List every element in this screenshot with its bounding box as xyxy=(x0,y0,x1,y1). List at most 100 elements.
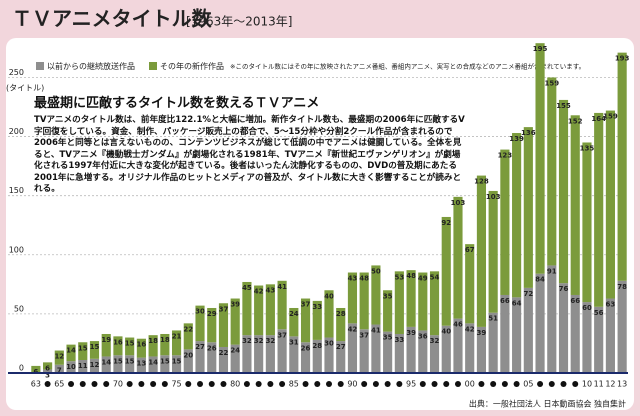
bar-segment xyxy=(558,283,569,373)
bar-segment xyxy=(312,300,322,340)
bar-segment xyxy=(488,190,498,313)
x-tick-label: 11 xyxy=(594,380,604,389)
value-label: 136 xyxy=(521,129,536,137)
bar-segment xyxy=(547,265,557,373)
x-tick-dot xyxy=(431,381,438,387)
value-label: 27 xyxy=(336,343,346,351)
bar-segment xyxy=(66,344,76,362)
bar-segment xyxy=(359,272,369,330)
bar-segment xyxy=(78,359,88,373)
bar-segment xyxy=(500,294,510,373)
bar-segment xyxy=(371,324,381,373)
value-label: 155 xyxy=(556,102,571,110)
bar-segment xyxy=(547,77,557,266)
value-label: 39 xyxy=(477,329,487,337)
bar-segment xyxy=(218,346,229,373)
value-label: 33 xyxy=(394,336,404,344)
value-label: 3 xyxy=(45,371,50,379)
legend-swatch xyxy=(36,62,44,70)
value-label: 14 xyxy=(148,358,158,366)
bar-segment xyxy=(582,302,592,373)
bar-segment xyxy=(195,305,205,342)
value-label: 30 xyxy=(324,340,334,348)
bar-segment xyxy=(125,355,135,373)
value-label: 195 xyxy=(533,45,548,53)
value-label: 10 xyxy=(66,363,76,371)
x-tick-dot xyxy=(68,381,75,387)
value-label: 40 xyxy=(324,292,334,300)
x-tick-label: 85 xyxy=(289,380,299,389)
bar-segment xyxy=(582,142,592,303)
bar-segment xyxy=(113,336,123,356)
value-label: 32 xyxy=(430,337,440,345)
x-tick-dot xyxy=(208,381,215,387)
bar-segment xyxy=(136,338,146,358)
bar-segment xyxy=(406,326,416,373)
bar-segment xyxy=(31,365,41,373)
value-label: 7 xyxy=(57,367,62,375)
value-label: 51 xyxy=(488,315,498,323)
x-tick-label: 75 xyxy=(171,380,181,389)
bar-segment xyxy=(195,341,205,373)
bar-segment xyxy=(218,303,229,347)
value-label: 15 xyxy=(160,357,170,365)
value-label: 15 xyxy=(125,340,135,348)
bar-segment xyxy=(230,344,240,373)
y-tick-label: 0 xyxy=(19,364,24,373)
value-label: 35 xyxy=(383,292,393,300)
value-label: 50 xyxy=(371,267,381,275)
value-label: 30 xyxy=(195,308,205,316)
value-label: 6 xyxy=(45,364,50,372)
value-label: 11 xyxy=(78,362,88,370)
value-label: 28 xyxy=(312,342,322,350)
x-tick-dot xyxy=(44,381,51,387)
x-tick-dot xyxy=(91,381,98,387)
value-label: 152 xyxy=(568,117,583,125)
value-label: 37 xyxy=(359,331,369,339)
value-label: 16 xyxy=(113,338,123,346)
value-label: 15 xyxy=(125,357,135,365)
value-label: 16 xyxy=(137,341,147,349)
bar-segment xyxy=(101,333,111,357)
value-label: 27 xyxy=(195,343,205,351)
x-tick-label: 12 xyxy=(605,380,615,389)
legend-swatch xyxy=(149,62,157,70)
bar-segment xyxy=(535,43,545,274)
x-tick-dot xyxy=(220,381,227,387)
value-label: 22 xyxy=(219,349,229,357)
x-tick-label: 05 xyxy=(523,380,533,389)
value-label: 43 xyxy=(265,286,275,294)
bar-segment xyxy=(594,112,604,307)
bar-segment xyxy=(171,330,182,356)
bar-segment xyxy=(570,294,580,373)
value-label: 13 xyxy=(137,360,147,368)
value-label: 14 xyxy=(101,358,111,366)
value-label: 66 xyxy=(570,297,580,305)
x-tick-dot xyxy=(454,381,461,387)
value-label: 48 xyxy=(406,272,416,280)
legend-label: 以前からの継続放送作品 xyxy=(47,61,135,71)
value-label: 37 xyxy=(277,331,287,339)
bar-segment xyxy=(441,216,451,326)
chart-subtitle: [1963年～2013年] xyxy=(186,15,292,29)
x-tick-dot xyxy=(243,381,250,387)
bar-segment xyxy=(78,342,88,360)
bar-segment xyxy=(254,285,264,336)
x-tick-dot xyxy=(103,381,110,387)
value-label: 37 xyxy=(301,301,311,309)
x-tick-dot xyxy=(138,381,145,387)
y-tick-label: 150 xyxy=(9,186,24,195)
x-tick-dot xyxy=(267,381,274,387)
bar-segment xyxy=(617,52,627,281)
value-label: 37 xyxy=(219,305,229,313)
value-label: 42 xyxy=(348,325,358,333)
bar-segment xyxy=(523,127,533,288)
x-tick-dot xyxy=(255,381,262,387)
bar-segment xyxy=(125,337,135,356)
bar-segment xyxy=(570,115,580,295)
x-tick-label: 95 xyxy=(406,380,416,389)
x-tick-dot xyxy=(548,381,555,387)
bar-segment xyxy=(54,364,64,373)
